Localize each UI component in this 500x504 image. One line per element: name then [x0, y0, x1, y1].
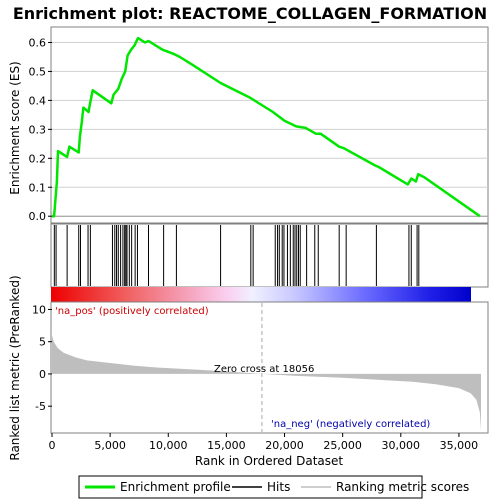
legend-metric-label: Ranking metric scores [336, 480, 469, 494]
es-y-tick-label: 0.0 [29, 210, 47, 223]
metric-y-tick-label: 0 [39, 368, 46, 381]
negative-correlation-label: 'na_neg' (negatively correlated) [271, 419, 430, 430]
x-axis-label: Rank in Ordered Dataset [195, 454, 343, 468]
x-ticks: 0 5,000 10,000 15,000 20,000 25,000 30,000 35,0… [49, 433, 479, 452]
es-y-ticks: 0.0 0.1 0.2 0.3 0.4 0.5 0.6 [29, 36, 52, 223]
x-tick-label: 35,000 [440, 439, 479, 452]
es-y-tick-label: 0.2 [29, 152, 47, 165]
x-tick-label: 30,000 [382, 439, 421, 452]
es-y-axis-label: Enrichment score (ES) [8, 61, 22, 194]
x-tick-label: 0 [49, 439, 56, 452]
metric-y-tick-label: 5 [39, 336, 46, 349]
hits-group [53, 225, 420, 286]
es-y-tick-label: 0.6 [29, 36, 47, 49]
metric-y-ticks: 10 5 0 -5 [32, 303, 52, 413]
metric-group [52, 303, 481, 432]
es-y-tick-label: 0.4 [29, 94, 47, 107]
legend-es-label: Enrichment profile [120, 480, 231, 494]
es-y-tick-label: 0.3 [29, 123, 47, 136]
x-tick-label: 20,000 [265, 439, 304, 452]
es-y-tick-label: 0.1 [29, 181, 47, 194]
metric-y-tick-label: 10 [32, 303, 46, 316]
chart-title: Enrichment plot: REACTOME_COLLAGEN_FORMA… [13, 4, 487, 23]
zero-cross-label: Zero cross at 18056 [214, 364, 314, 375]
es-panel-frame [50, 26, 489, 224]
metric-y-tick-label: -5 [35, 400, 46, 413]
x-tick-label: 5,000 [94, 439, 126, 452]
legend-hits-label: Hits [267, 480, 290, 494]
es-profile-line [52, 36, 481, 218]
x-tick-label: 10,000 [149, 439, 188, 452]
rank-color-bar [51, 287, 471, 302]
positive-correlation-label: 'na_pos' (positively correlated) [55, 306, 209, 317]
hits-panel-frame [50, 223, 489, 288]
metric-y-axis-label: Ranked list metric (PreRanked) [8, 275, 22, 460]
es-y-tick-label: 0.5 [29, 65, 47, 78]
es-line-group [52, 36, 481, 218]
x-tick-label: 25,000 [323, 439, 362, 452]
x-tick-label: 15,000 [207, 439, 246, 452]
